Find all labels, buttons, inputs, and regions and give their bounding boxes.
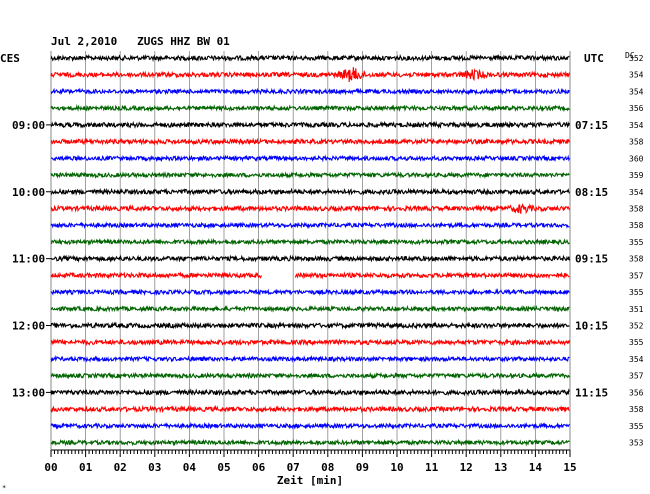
grid-layer: [50, 51, 571, 450]
dc-value: 360: [629, 154, 644, 163]
seismic-trace: [50, 354, 570, 363]
dc-value: 358: [629, 255, 644, 264]
x-tick-label: 13: [494, 461, 507, 474]
dc-value: 356: [629, 388, 644, 397]
right-timezone-label: UTC: [584, 52, 604, 65]
seismic-trace: [50, 203, 570, 215]
label-layer: 09:00 10:00 11:00 12:00 13:00 07:15 08:15 09:15…: [12, 54, 644, 448]
seismic-trace: [50, 288, 570, 297]
dc-value: 358: [629, 138, 644, 147]
dc-value: 356: [629, 104, 644, 113]
seismic-trace: [50, 304, 570, 313]
x-tick-label: 08: [321, 461, 334, 474]
dc-value: 351: [629, 305, 644, 314]
seismic-trace: [50, 187, 570, 196]
dc-value: 358: [629, 204, 644, 213]
right-time-label: 11:15: [575, 386, 608, 399]
left-time-label: 12:00: [12, 320, 45, 333]
dc-value: 355: [629, 422, 644, 431]
x-tick-label: 10: [390, 461, 403, 474]
right-time-label: 10:15: [575, 320, 608, 333]
chart-title: Jul 2,2010 ZUGS HHZ BW 01: [51, 35, 230, 48]
dc-value: 355: [629, 238, 644, 247]
seismic-trace: [50, 421, 570, 430]
seismic-trace: [50, 67, 570, 83]
seismic-trace: [50, 371, 570, 380]
seismic-trace: [50, 104, 570, 113]
x-tick-label: 03: [148, 461, 161, 474]
dc-value: 354: [629, 71, 644, 80]
seismic-trace: [50, 271, 570, 280]
dc-value: 357: [629, 372, 644, 381]
x-tick-label: 09: [356, 461, 369, 474]
left-time-label: 09:00: [12, 119, 45, 132]
left-time-label: 10:00: [12, 186, 45, 199]
dc-value: 354: [629, 87, 644, 96]
seismic-trace: [50, 404, 570, 414]
seismic-trace: [50, 254, 570, 263]
x-tick-label: 05: [217, 461, 230, 474]
seismic-trace: [50, 438, 570, 447]
dc-value: 358: [629, 405, 644, 414]
x-tick-label: 12: [460, 461, 473, 474]
x-tick-label: 11: [425, 461, 439, 474]
x-tick-label: 04: [183, 461, 197, 474]
x-tick-label: 02: [114, 461, 127, 474]
dc-value: 353: [629, 439, 644, 448]
seismic-trace: [50, 321, 570, 330]
x-axis: 00 01 02 03 04 05 06 07 08 09 10 11 12 13 14 15: [44, 449, 577, 474]
right-time-label: 09:15: [575, 253, 608, 266]
trace-layer: [50, 53, 570, 447]
left-timezone-label: CES: [0, 52, 20, 65]
dc-value: 354: [629, 188, 644, 197]
x-tick-label: 01: [79, 461, 93, 474]
corner-mark: *: [2, 484, 6, 492]
left-time-label: 13:00: [12, 386, 45, 399]
dc-value: 358: [629, 221, 644, 230]
seismic-trace: [50, 154, 570, 163]
x-tick-label: 07: [287, 461, 300, 474]
dc-value: 359: [629, 171, 644, 180]
left-time-label: 11:00: [12, 253, 45, 266]
dc-value: 355: [629, 288, 644, 297]
dc-value: 355: [629, 338, 644, 347]
seismic-trace: [50, 53, 570, 63]
seismic-trace: [50, 237, 570, 246]
seismic-trace: [50, 221, 570, 230]
dc-header-label: DC: [625, 51, 635, 60]
dc-value: 352: [629, 322, 644, 331]
dc-value: 352: [629, 54, 644, 63]
seismic-trace: [50, 120, 570, 129]
dc-value: 354: [629, 355, 644, 364]
dc-value: 357: [629, 271, 644, 280]
x-tick-label: 15: [563, 461, 576, 474]
right-time-label: 07:15: [575, 119, 608, 132]
x-tick-label: 06: [252, 461, 266, 474]
x-tick-label: 00: [44, 461, 57, 474]
x-tick-label: 14: [529, 461, 543, 474]
dc-value: 354: [629, 121, 644, 130]
right-time-label: 08:15: [575, 186, 608, 199]
seismic-trace: [50, 87, 570, 96]
x-axis-title: Zeit [min]: [277, 474, 343, 487]
seismic-trace: [50, 137, 570, 146]
seismic-trace: [50, 388, 570, 397]
seismic-trace: [50, 171, 570, 179]
seismic-trace: [50, 338, 570, 347]
